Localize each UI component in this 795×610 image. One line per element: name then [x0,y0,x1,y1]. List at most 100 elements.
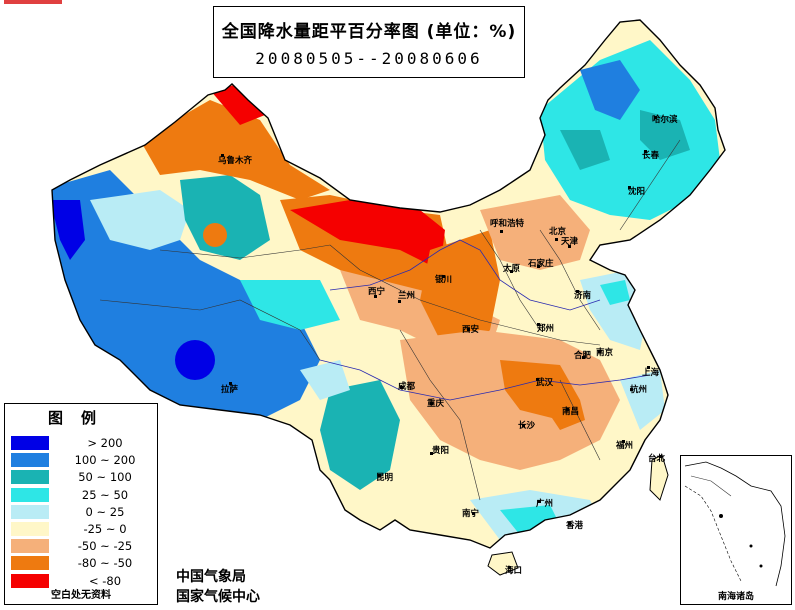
city-xining: 西宁 [368,286,386,298]
map-date-range: 20080505--20080606 [255,49,483,68]
svg-text:长春: 长春 [642,150,660,161]
legend-swatch [11,504,49,519]
map-title: 全国降水量距平百分率图 (单位：%) [221,22,517,42]
legend-swatch [11,487,49,502]
svg-text:香港: 香港 [565,520,584,531]
city-shanghai: 上海 [642,366,660,378]
city-hefei: 合肥 [573,350,592,361]
city-nanchang: 南昌 [562,406,579,417]
city-wuhan: 武汉 [536,377,554,388]
svg-text:重庆: 重庆 [427,398,445,409]
legend-row: -25 ~ 0 [11,522,153,536]
city-taiyuan: 太原 [502,263,521,274]
city-shenyang: 沈阳 [628,186,645,197]
city-chengdu: 成都 [398,381,416,392]
legend-range: -25 ~ 0 [83,522,127,536]
svg-text:西宁: 西宁 [368,286,386,297]
city-changsha: 长沙 [518,420,536,431]
svg-text:昆明: 昆明 [376,472,394,483]
legend: 图例 > 200 100 ~ 200 50 ~ 100 25 ~ 50 0 ~ 25 -2… [4,403,158,605]
svg-text:广州: 广州 [536,498,553,509]
city-urumqi: 乌鲁木齐 [218,154,253,166]
city-beijing: 北京 [549,226,567,241]
legend-swatch [11,556,49,571]
rivers [319,239,651,401]
svg-text:太原: 太原 [502,263,521,274]
inset-label: 南海诸岛 [717,592,754,602]
svg-text:银川: 银川 [434,274,452,285]
city-shijiazhuang: 石家庄 [527,258,554,269]
legend-range: -80 ~ -50 [77,556,133,571]
svg-text:台北: 台北 [648,453,666,464]
publisher-line1: 中国气象局 [176,569,246,585]
city-zhengzhou: 郑州 [537,323,554,334]
svg-text:石家庄: 石家庄 [527,258,554,269]
legend-swatch [11,470,49,485]
city-haikou: 海口 [505,565,522,576]
legend-row: -80 ~ -50 [11,556,153,571]
svg-text:拉萨: 拉萨 [221,384,239,395]
svg-text:上海: 上海 [642,367,660,378]
city-nanjing: 南京 [596,347,614,358]
svg-text:海口: 海口 [505,565,522,576]
city-chongqing: 重庆 [427,398,445,409]
province-borders [99,139,681,501]
legend-swatch [11,436,49,450]
svg-text:杭州: 杭州 [630,384,647,395]
city-yinchuan: 银川 [434,274,452,285]
city-tianjin: 天津 [561,236,579,248]
city-xian: 西安 [462,324,480,335]
legend-range: -50 ~ -25 [77,539,133,554]
svg-text:南昌: 南昌 [562,406,579,417]
publisher-line2: 国家气候中心 [176,589,260,605]
city-harbin: 哈尔滨 [652,114,678,125]
city-hohhot: 呼和浩特 [490,218,525,233]
city-markers: 乌鲁木齐 拉萨 西宁 兰州 银川 呼和浩特 北京 天津 太原 石家庄 济南 郑州… [218,114,678,576]
hainan-island [487,551,519,576]
legend-row: 25 ~ 50 [11,487,153,502]
legend-row: -50 ~ -25 [11,539,153,554]
svg-text:济南: 济南 [574,290,592,301]
legend-swatch [11,522,49,536]
legend-range: 50 ~ 100 [78,470,132,485]
legend-swatch [11,453,49,468]
svg-text:福州: 福州 [615,440,633,451]
svg-text:贵阳: 贵阳 [432,445,449,456]
city-lhasa: 拉萨 [221,382,239,395]
svg-text:北京: 北京 [549,226,567,237]
city-kunming: 昆明 [376,472,394,483]
svg-text:沈阳: 沈阳 [628,186,645,197]
legend-swatch [11,539,49,554]
corner-mark [4,0,62,4]
legend-row: 50 ~ 100 [11,470,153,485]
svg-text:成都: 成都 [398,381,416,392]
map-title-box: 全国降水量距平百分率图 (单位：%) 20080505--20080606 [213,6,525,78]
legend-row: > 200 [11,436,153,450]
legend-range: 25 ~ 50 [81,487,129,502]
svg-text:合肥: 合肥 [573,350,592,361]
legend-range: < -80 [88,573,122,588]
legend-range: > 200 [87,436,123,450]
svg-text:呼和浩特: 呼和浩特 [490,218,525,229]
legend-range: 100 ~ 200 [74,453,136,468]
legend-note: 空白处无资料 [51,590,111,601]
city-changchun: 长春 [642,150,660,161]
svg-text:郑州: 郑州 [537,323,554,334]
city-hangzhou: 杭州 [630,384,647,395]
legend-range: 0 ~ 25 [85,504,125,519]
inset-map [684,461,786,587]
south-china-sea-inset: 南海诸岛 [680,455,792,605]
city-taipei: 台北 [648,453,666,464]
svg-text:哈尔滨: 哈尔滨 [652,114,678,125]
city-guiyang: 贵阳 [430,445,449,456]
city-jinan: 济南 [574,290,592,301]
city-lanzhou: 兰州 [398,290,415,303]
svg-text:西安: 西安 [462,324,480,335]
svg-text:武汉: 武汉 [536,377,554,388]
city-fuzhou: 福州 [615,440,633,451]
city-nanning: 南宁 [462,508,480,519]
legend-row: 100 ~ 200 [11,453,153,468]
svg-text:天津: 天津 [561,236,579,247]
legend-heading: 图例 [47,409,114,427]
